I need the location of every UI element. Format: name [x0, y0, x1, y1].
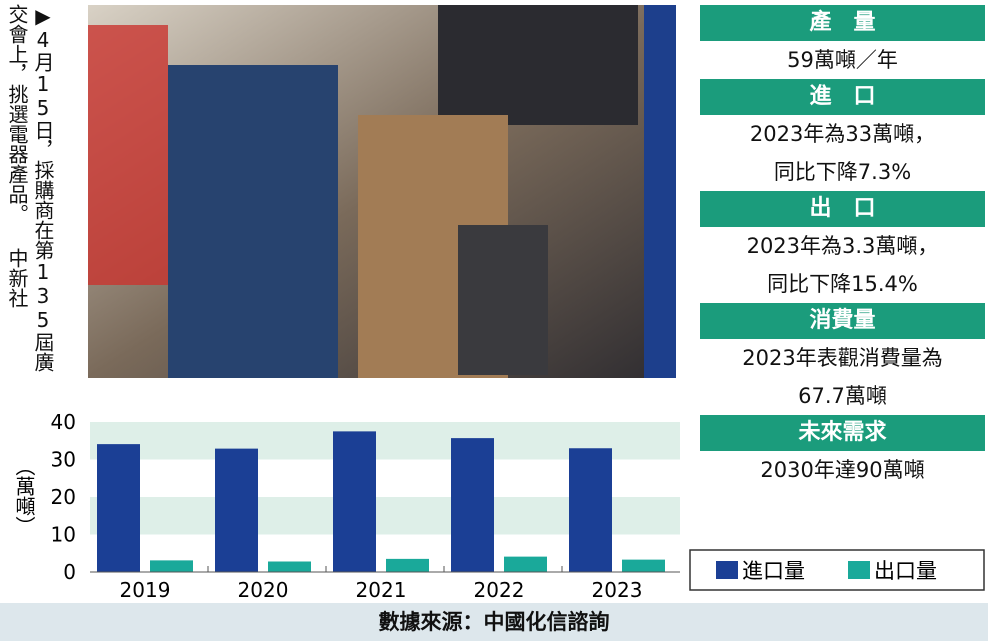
fact-line: 2023年為3.3萬噸，	[700, 227, 985, 265]
bar	[451, 438, 494, 572]
x-tick-label: 2022	[474, 578, 525, 600]
fact-heading: 進 口	[700, 79, 985, 115]
x-tick-label: 2020	[238, 578, 289, 600]
photo	[88, 5, 676, 378]
y-tick-label: 40	[51, 410, 76, 434]
caption: ▶4月15日，採購商在第135屆廣 交會上，挑選電器產品。 中新社	[4, 4, 56, 382]
y-tick-label: 30	[51, 448, 76, 472]
bar	[333, 431, 376, 572]
fact-line: 同比下降7.3%	[700, 153, 985, 191]
page: ▶4月15日，採購商在第135屆廣 交會上，挑選電器產品。 中新社 產 量59萬…	[0, 0, 988, 642]
legend-swatch	[848, 561, 870, 579]
bar	[97, 444, 140, 572]
fact-line: 同比下降15.4%	[700, 265, 985, 303]
bar	[569, 448, 612, 572]
y-tick-label: 20	[51, 485, 76, 509]
fact-line: 59萬噸／年	[700, 41, 985, 79]
caption-line: ▶4月15日，採購商在第135屆廣	[30, 4, 56, 382]
caption-line: 交會上，挑選電器產品。 中新社	[4, 4, 30, 382]
bar	[622, 560, 665, 572]
fact-line: 2023年表觀消費量為	[700, 339, 985, 377]
y-tick-label: 10	[51, 523, 76, 547]
x-tick-label: 2021	[356, 578, 407, 600]
legend-label: 出口量	[874, 559, 937, 583]
legend-label: 進口量	[742, 559, 805, 583]
bar	[150, 560, 193, 572]
bar	[386, 559, 429, 572]
fact-heading: 消費量	[700, 303, 985, 339]
fact-line: 2023年為33萬噸，	[700, 115, 985, 153]
fact-heading: 產 量	[700, 5, 985, 41]
source: 數據來源：中國化信諮詢	[0, 603, 988, 641]
y-tick-label: 0	[63, 560, 76, 584]
y-axis-label: （萬噸）	[12, 456, 36, 536]
x-tick-label: 2023	[592, 578, 643, 600]
legend-swatch	[716, 561, 738, 579]
bar	[504, 557, 547, 572]
bar	[215, 449, 258, 572]
fact-heading: 出 口	[700, 191, 985, 227]
x-tick-label: 2019	[120, 578, 171, 600]
bar	[268, 562, 311, 573]
chart: （萬噸） 0 10 20 30 40 2019 2020 2021 2022 2023 進口量 出口量	[0, 400, 988, 600]
